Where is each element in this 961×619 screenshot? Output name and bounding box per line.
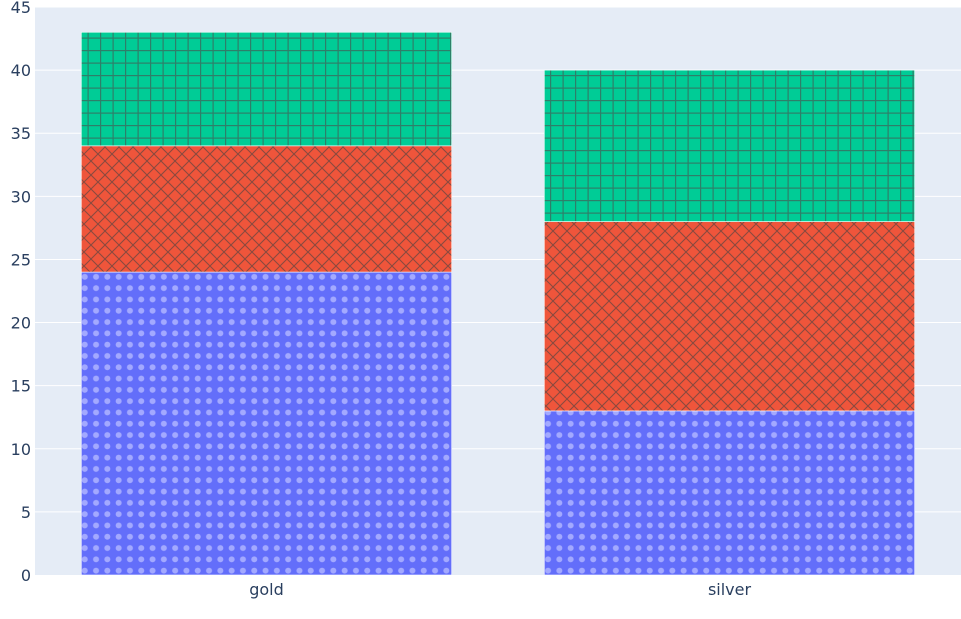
x-tick-label-gold: gold xyxy=(249,580,284,599)
y-axis-tick-labels: 0 5 10 15 20 25 30 35 40 45 xyxy=(11,0,31,585)
y-tick-label: 30 xyxy=(11,187,31,206)
bar-silver-series-1 xyxy=(543,410,915,576)
x-axis-tick-labels: gold silver xyxy=(249,580,751,599)
y-tick-label: 10 xyxy=(11,440,31,459)
y-tick-label: 35 xyxy=(11,124,31,143)
bar-gold-series-3 xyxy=(81,31,452,147)
bar-silver-series-2 xyxy=(543,221,915,412)
y-tick-label: 0 xyxy=(21,566,31,585)
y-tick-label: 5 xyxy=(21,503,31,522)
y-tick-label: 40 xyxy=(11,61,31,80)
bars xyxy=(81,31,915,576)
bar-gold-series-2 xyxy=(81,145,452,273)
bar-silver-series-3 xyxy=(543,69,915,222)
y-tick-label: 20 xyxy=(11,314,31,333)
bar-gold-series-1 xyxy=(81,271,452,576)
y-tick-label: 15 xyxy=(11,377,31,396)
x-tick-label-silver: silver xyxy=(708,580,752,599)
y-tick-label: 45 xyxy=(11,0,31,17)
y-tick-label: 25 xyxy=(11,250,31,269)
